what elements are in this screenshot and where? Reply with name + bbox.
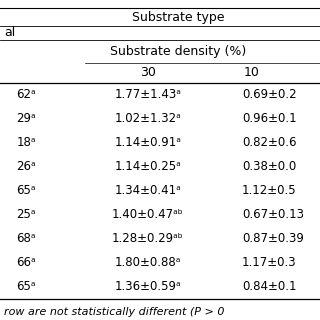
Text: 68ᵃ: 68ᵃ [17, 233, 36, 245]
Text: 0.84±0.1: 0.84±0.1 [242, 281, 297, 293]
Text: 62ᵃ: 62ᵃ [16, 89, 36, 101]
Text: row are not statistically different (P > 0: row are not statistically different (P >… [4, 307, 225, 317]
Text: Substrate type: Substrate type [132, 11, 224, 23]
Text: 65ᵃ: 65ᵃ [17, 185, 36, 197]
Text: 1.80±0.88ᵃ: 1.80±0.88ᵃ [115, 257, 181, 269]
Text: 29ᵃ: 29ᵃ [16, 113, 36, 125]
Text: Substrate density (%): Substrate density (%) [110, 45, 246, 59]
Text: 0.69±0.2: 0.69±0.2 [242, 89, 297, 101]
Text: 65ᵃ: 65ᵃ [17, 281, 36, 293]
Text: 1.28±0.29ᵃᵇ: 1.28±0.29ᵃᵇ [112, 233, 184, 245]
Text: 26ᵃ: 26ᵃ [16, 161, 36, 173]
Text: 1.14±0.91ᵃ: 1.14±0.91ᵃ [115, 137, 181, 149]
Text: 25ᵃ: 25ᵃ [17, 209, 36, 221]
Text: 1.34±0.41ᵃ: 1.34±0.41ᵃ [115, 185, 181, 197]
Text: 1.36±0.59ᵃ: 1.36±0.59ᵃ [115, 281, 181, 293]
Text: 1.02±1.32ᵃ: 1.02±1.32ᵃ [115, 113, 181, 125]
Text: 1.17±0.3: 1.17±0.3 [242, 257, 297, 269]
Text: 30: 30 [140, 67, 156, 79]
Text: 0.67±0.13: 0.67±0.13 [242, 209, 304, 221]
Text: 0.87±0.39: 0.87±0.39 [242, 233, 304, 245]
Text: 10: 10 [244, 67, 260, 79]
Text: 1.14±0.25ᵃ: 1.14±0.25ᵃ [115, 161, 181, 173]
Text: 0.96±0.1: 0.96±0.1 [242, 113, 297, 125]
Text: 1.77±1.43ᵃ: 1.77±1.43ᵃ [115, 89, 181, 101]
Text: al: al [4, 27, 15, 39]
Text: 66ᵃ: 66ᵃ [16, 257, 36, 269]
Text: 0.38±0.0: 0.38±0.0 [242, 161, 296, 173]
Text: 1.40±0.47ᵃᵇ: 1.40±0.47ᵃᵇ [112, 209, 184, 221]
Text: 1.12±0.5: 1.12±0.5 [242, 185, 297, 197]
Text: 18ᵃ: 18ᵃ [17, 137, 36, 149]
Text: 0.82±0.6: 0.82±0.6 [242, 137, 297, 149]
